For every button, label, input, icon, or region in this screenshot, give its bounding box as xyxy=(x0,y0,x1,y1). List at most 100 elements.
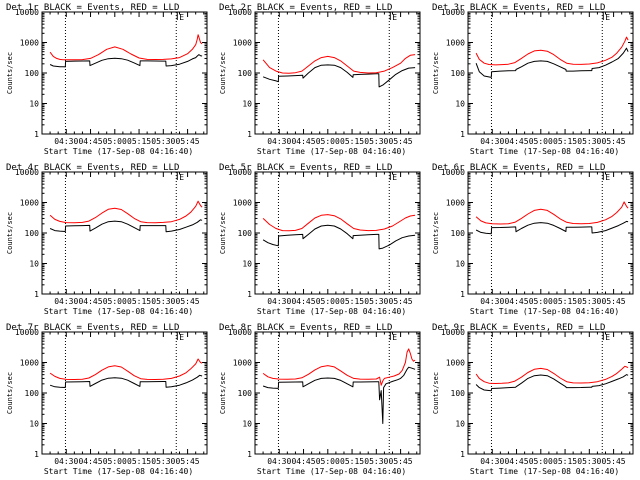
x-axis-label: Start Time (17-Sep-08 04:16:40) xyxy=(470,147,619,156)
x-tick-label: 05:00 xyxy=(103,457,127,466)
flag-marker-label: E xyxy=(179,333,184,342)
x-tick-label: 04:45 xyxy=(504,137,528,146)
x-tick-label: 05:30 xyxy=(364,297,388,306)
x-tick-label: 04:30 xyxy=(480,297,504,306)
lld-series-line xyxy=(262,54,416,74)
x-tick-label: 05:15 xyxy=(553,297,577,306)
plot-frame xyxy=(467,11,634,135)
events-series-line xyxy=(475,220,629,235)
y-tick-label: 10000 xyxy=(15,328,39,337)
y-tick-label: 1000 xyxy=(20,359,39,368)
panel-title: Det 5r BLACK = Events, RED = LLD xyxy=(219,163,392,173)
x-tick-label: 05:45 xyxy=(176,457,200,466)
x-tick-label: 05:45 xyxy=(389,297,413,306)
y-tick-label: 1000 xyxy=(233,39,252,48)
x-axis-label: Start Time (17-Sep-08 04:16:40) xyxy=(470,307,619,316)
x-tick-label: 05:00 xyxy=(529,137,553,146)
x-tick-label: 04:30 xyxy=(54,137,78,146)
y-tick-label: 1000 xyxy=(446,359,465,368)
x-tick-label: 05:15 xyxy=(553,137,577,146)
y-tick-label: 1 xyxy=(247,290,252,299)
y-tick-label: 10000 xyxy=(441,168,465,177)
x-tick-label: 04:30 xyxy=(267,457,291,466)
x-tick-label: 04:45 xyxy=(78,137,102,146)
flag-marker-label: E xyxy=(392,173,397,182)
flag-marker-label: E xyxy=(605,173,610,182)
x-tick-label: 04:45 xyxy=(78,297,102,306)
x-tick-label: 05:30 xyxy=(577,457,601,466)
x-tick-label: 04:30 xyxy=(480,137,504,146)
x-tick-label: 05:15 xyxy=(553,457,577,466)
plot-frame xyxy=(254,11,421,135)
x-axis-label: Start Time (17-Sep-08 04:16:40) xyxy=(44,307,193,316)
lld-series-line xyxy=(49,358,203,380)
plot-frame xyxy=(254,331,421,455)
events-series-line xyxy=(475,374,629,392)
events-series-line xyxy=(49,54,203,68)
x-tick-label: 04:30 xyxy=(267,137,291,146)
x-tick-label: 05:15 xyxy=(340,137,364,146)
y-tick-label: 100 xyxy=(25,229,40,238)
y-tick-label: 10000 xyxy=(15,8,39,17)
y-tick-label: 1 xyxy=(460,450,465,459)
y-tick-label: 1000 xyxy=(233,359,252,368)
x-axis-label: Start Time (17-Sep-08 04:16:40) xyxy=(257,467,406,476)
y-tick-label: 10 xyxy=(242,260,252,269)
x-tick-label: 05:00 xyxy=(316,137,340,146)
flag-marker-label: E xyxy=(605,333,610,342)
y-axis-label: Counts/sec xyxy=(6,212,14,254)
panel-title: Det 1r BLACK = Events, RED = LLD xyxy=(6,3,179,13)
flag-marker-label: E xyxy=(179,13,184,22)
plot-frame xyxy=(467,331,634,455)
y-tick-label: 10 xyxy=(242,100,252,109)
x-tick-label: 05:00 xyxy=(316,297,340,306)
x-tick-label: 04:30 xyxy=(54,457,78,466)
x-tick-label: 05:30 xyxy=(364,137,388,146)
x-tick-label: 05:00 xyxy=(103,297,127,306)
x-tick-label: 05:45 xyxy=(602,137,626,146)
x-tick-label: 05:00 xyxy=(103,137,127,146)
lld-series-line xyxy=(475,36,629,66)
panel-title: Det 6r BLACK = Events, RED = LLD xyxy=(432,163,605,173)
x-tick-label: 05:30 xyxy=(364,457,388,466)
lld-series-line xyxy=(262,348,416,386)
y-tick-label: 10000 xyxy=(228,328,252,337)
x-tick-label: 04:45 xyxy=(291,457,315,466)
x-axis-label: Start Time (17-Sep-08 04:16:40) xyxy=(44,147,193,156)
x-axis-label: Start Time (17-Sep-08 04:16:40) xyxy=(470,467,619,476)
y-tick-label: 1000 xyxy=(20,199,39,208)
panel-title: Det 7r BLACK = Events, RED = LLD xyxy=(6,323,179,333)
x-tick-label: 05:45 xyxy=(602,457,626,466)
y-tick-label: 1000 xyxy=(446,39,465,48)
y-tick-label: 100 xyxy=(25,69,40,78)
y-tick-label: 100 xyxy=(25,389,40,398)
y-tick-label: 1 xyxy=(34,290,39,299)
y-tick-label: 100 xyxy=(451,389,466,398)
panel-title: Det 4r BLACK = Events, RED = LLD xyxy=(6,163,179,173)
plot-frame xyxy=(467,171,634,295)
y-tick-label: 10000 xyxy=(441,328,465,337)
flag-marker-label: E xyxy=(605,13,610,22)
x-axis-label: Start Time (17-Sep-08 04:16:40) xyxy=(44,467,193,476)
events-series-line xyxy=(49,374,203,388)
x-tick-label: 04:45 xyxy=(78,457,102,466)
y-tick-label: 100 xyxy=(238,229,253,238)
panel-title: Det 9r BLACK = Events, RED = LLD xyxy=(432,323,605,333)
y-axis-label: Counts/sec xyxy=(219,52,227,94)
y-tick-label: 1000 xyxy=(233,199,252,208)
y-axis-label: Counts/sec xyxy=(432,52,440,94)
x-tick-label: 05:45 xyxy=(176,297,200,306)
x-axis-label: Start Time (17-Sep-08 04:16:40) xyxy=(257,307,406,316)
y-tick-label: 100 xyxy=(451,229,466,238)
lld-series-line xyxy=(262,214,416,232)
y-tick-label: 10 xyxy=(29,100,39,109)
events-series-line xyxy=(262,224,416,250)
x-tick-label: 04:45 xyxy=(291,297,315,306)
y-tick-label: 1000 xyxy=(446,199,465,208)
x-tick-label: 05:15 xyxy=(340,297,364,306)
x-tick-label: 05:45 xyxy=(389,457,413,466)
y-tick-label: 10000 xyxy=(228,8,252,17)
panel-title: Det 2r BLACK = Events, RED = LLD xyxy=(219,3,392,13)
